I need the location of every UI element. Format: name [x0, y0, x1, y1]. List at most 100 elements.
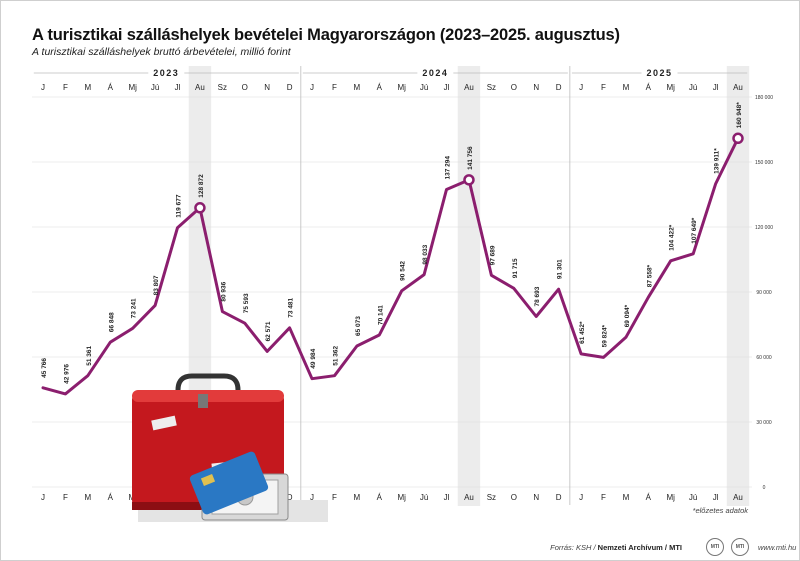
month-label-bottom: Sz — [487, 493, 496, 502]
data-label: 107 649* — [691, 217, 698, 243]
month-label-bottom: F — [63, 493, 68, 502]
source-text: Forrás: KSH / Nemzeti Archívum / MTI — [550, 543, 682, 552]
y-tick-label: 180 000 — [755, 95, 773, 101]
mti-logo: MTI — [706, 538, 724, 556]
month-label-bottom: M — [623, 493, 630, 502]
month-label-bottom: Jú — [689, 493, 697, 502]
data-label: 69 094* — [624, 304, 631, 327]
mti-logo-secondary: MTI — [731, 538, 749, 556]
y-tick-label: 120 000 — [755, 225, 773, 231]
month-label-top: Au — [464, 83, 474, 92]
month-label-bottom: Jl — [713, 493, 719, 502]
data-label: 80 936 — [220, 281, 227, 301]
month-label-bottom: D — [556, 493, 562, 502]
month-label-bottom: J — [579, 493, 583, 502]
month-label-bottom: D — [287, 493, 293, 502]
website-link[interactable]: www.mti.hu — [758, 543, 797, 552]
data-label: 61 452* — [579, 321, 586, 344]
month-label-top: Jú — [689, 83, 697, 92]
data-label: 91 301 — [557, 259, 564, 279]
month-label-top: Mj — [128, 83, 137, 92]
month-label-top: D — [556, 83, 562, 92]
data-label: 78 693 — [534, 286, 541, 306]
month-label-bottom: N — [533, 493, 539, 502]
data-label: 65 073 — [355, 316, 362, 336]
data-label: 62 571 — [265, 321, 272, 341]
data-points — [194, 132, 744, 214]
month-label-top: Jú — [420, 83, 428, 92]
y-tick-label: 150 000 — [755, 160, 773, 166]
y-tick-label: 60 000 — [756, 355, 772, 361]
month-label-top: O — [242, 83, 248, 92]
month-label-top: Á — [377, 83, 383, 92]
page-subtitle: A turisztikai szálláshelyek bruttó árbev… — [32, 46, 291, 58]
data-label: 98 033 — [422, 244, 429, 264]
month-label-top: Au — [733, 83, 743, 92]
data-label: 51 362 — [332, 345, 339, 365]
data-point — [732, 132, 744, 145]
data-label: 73 481 — [288, 298, 295, 318]
month-label-top: M — [354, 83, 361, 92]
footnote: *előzetes adatok — [692, 506, 748, 515]
data-labels: 45 766 42 976 51 361 66 848 73 241 83 807 119 … — [41, 102, 743, 384]
year-label: 2023 — [153, 68, 179, 78]
data-label: 160 948* — [736, 102, 743, 128]
month-label-top: N — [264, 83, 270, 92]
month-label-bottom: M — [85, 493, 92, 502]
month-label-bottom: J — [310, 493, 314, 502]
month-label-bottom: Jú — [420, 493, 428, 502]
month-label-top: Jú — [151, 83, 159, 92]
month-label-bottom: Jl — [444, 493, 450, 502]
data-label: 70 141 — [377, 305, 384, 325]
month-label-top: J — [41, 83, 45, 92]
month-label-top: Au — [195, 83, 205, 92]
month-label-bottom: Á — [377, 493, 383, 502]
month-label-top: F — [601, 83, 606, 92]
month-label-top: M — [623, 83, 630, 92]
data-label: 104 422* — [669, 224, 676, 250]
month-label-top: F — [63, 83, 68, 92]
series-line — [41, 136, 740, 396]
month-label-bottom: O — [511, 493, 517, 502]
data-label: 128 872 — [198, 174, 205, 198]
month-label-top: J — [579, 83, 583, 92]
month-label-top: N — [533, 83, 539, 92]
year-label: 2025 — [647, 68, 673, 78]
month-label-top: Mj — [397, 83, 406, 92]
month-label-bottom: Au — [733, 493, 743, 502]
data-label: 90 542 — [400, 261, 407, 281]
data-label: 97 689 — [489, 245, 496, 265]
month-label-top: D — [287, 83, 293, 92]
month-label-bottom: Mj — [397, 493, 406, 502]
month-label-top: O — [511, 83, 517, 92]
data-label: 49 984 — [310, 348, 317, 368]
page-title: A turisztikai szálláshelyek bevételei Ma… — [32, 26, 620, 44]
y-tick-label: 0 — [763, 485, 766, 491]
month-label-top: Á — [108, 83, 114, 92]
data-series — [41, 136, 740, 396]
data-label: 51 361 — [86, 345, 93, 365]
data-label: 73 241 — [131, 298, 138, 318]
data-label: 66 848 — [108, 312, 115, 332]
month-label-top: Jl — [713, 83, 719, 92]
month-label-bottom: Au — [464, 493, 474, 502]
month-label-top: Jl — [444, 83, 450, 92]
year-label: 2024 — [422, 68, 448, 78]
month-label-top: Mj — [667, 83, 676, 92]
month-label-top: Sz — [218, 83, 227, 92]
month-label-top: F — [332, 83, 337, 92]
y-tick-label: 90 000 — [756, 290, 772, 296]
month-label-top: M — [85, 83, 92, 92]
month-label-bottom: Á — [646, 493, 652, 502]
data-label: 139 911* — [714, 148, 721, 174]
data-label: 141 756 — [467, 146, 474, 170]
data-label: 87 558* — [646, 264, 653, 287]
suitcase-illustration — [132, 373, 328, 522]
data-label: 59 824* — [601, 325, 608, 348]
month-label-top: J — [310, 83, 314, 92]
data-label: 137 294 — [445, 156, 452, 180]
year-labels: 2023 2024 2025 — [33, 68, 748, 78]
y-axis-tick-labels: 0 30 000 60 000 90 000 120 000 150 000 180 000 — [755, 95, 773, 491]
data-label: 75 593 — [243, 293, 250, 313]
